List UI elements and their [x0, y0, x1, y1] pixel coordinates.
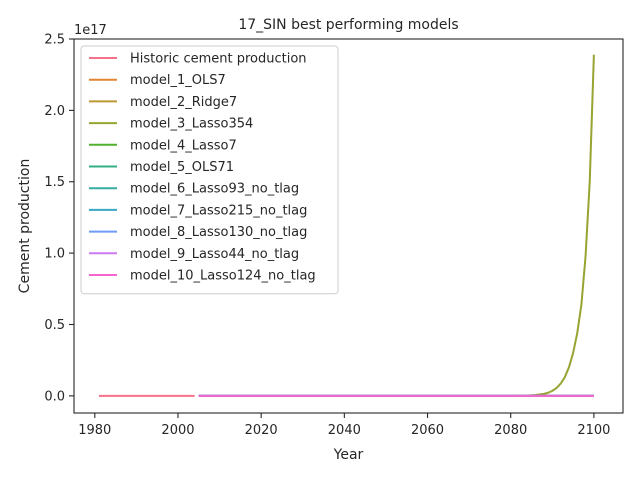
y-tick-label: 2.0	[44, 104, 65, 119]
plot-area	[73, 38, 624, 414]
x-tick-label: 2080	[494, 423, 527, 438]
y-tick-label: 0.0	[44, 389, 65, 404]
y-tick-label: 1.0	[44, 247, 65, 262]
legend-label: model_3_Lasso354	[130, 117, 253, 132]
legend-label: model_5_OLS71	[130, 160, 234, 175]
legend-label: model_7_Lasso215_no_tlag	[130, 203, 307, 218]
y-axis: 0.0 0.5 1.0 1.5 2.0 2.5	[44, 33, 74, 404]
legend-label: Historic cement production	[130, 52, 307, 67]
legend-label: model_8_Lasso130_no_tlag	[130, 225, 307, 240]
x-axis: 1980 2000 2020 2040 2060 2080 2100	[78, 413, 610, 438]
x-tick-label: 2000	[161, 423, 194, 438]
legend-label: model_4_Lasso7	[130, 138, 237, 153]
y-tick-label: 1.5	[44, 175, 65, 190]
legend-label: model_2_Ridge7	[130, 95, 237, 110]
x-tick-label: 2100	[577, 423, 610, 438]
x-tick-label: 2020	[245, 423, 278, 438]
x-axis-label: Year	[333, 447, 364, 463]
x-tick-label: 1980	[78, 423, 111, 438]
legend-box	[80, 45, 339, 295]
legend: Historic cement production model_1_OLS7mo…	[80, 45, 339, 295]
x-tick-label: 2060	[411, 423, 444, 438]
y-tick-label: 0.5	[44, 318, 65, 333]
legend-label: model_9_Lasso44_no_tlag	[130, 247, 299, 262]
legend-label: model_10_Lasso124_no_tlag	[130, 269, 316, 284]
y-axis-offset-label: 1e17	[74, 23, 107, 38]
y-axis-label: Cement production	[17, 159, 33, 294]
axes-frame	[73, 38, 624, 414]
x-tick-label: 2040	[328, 423, 361, 438]
legend-label: model_1_OLS7	[130, 73, 226, 88]
legend-label: model_6_Lasso93_no_tlag	[130, 182, 299, 197]
y-tick-label: 2.5	[44, 33, 65, 48]
chart-title: 17_SIN best performing models	[238, 17, 458, 33]
